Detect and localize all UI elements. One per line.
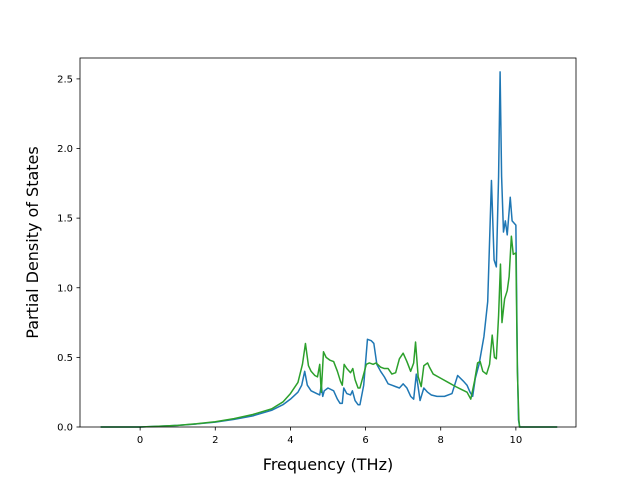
x-axis-title: Frequency (THz): [263, 455, 393, 474]
plot-frame: [79, 57, 577, 428]
series-line-1: [100, 71, 558, 428]
plot-series: [100, 71, 558, 428]
y-tick-label: 1.5: [57, 214, 73, 225]
y-tick-label: 0.5: [57, 353, 73, 364]
x-tick-label: 2: [212, 435, 218, 446]
x-tick-label: 10: [510, 435, 523, 446]
x-tick-label: 8: [438, 435, 444, 446]
y-axis-ticks: 0.0 0.5 1.0 1.5 2.0 2.5: [57, 74, 80, 434]
y-tick-label: 2.0: [57, 144, 73, 155]
y-tick-label: 2.5: [57, 74, 73, 85]
x-tick-label: 0: [137, 435, 143, 446]
y-tick-label: 0.0: [57, 423, 73, 434]
y-tick-label: 1.0: [57, 283, 73, 294]
x-tick-label: 4: [287, 435, 293, 446]
series-line-2: [100, 235, 558, 428]
x-tick-label: 6: [362, 435, 368, 446]
y-axis-title: Partial Density of States: [23, 146, 42, 338]
x-axis-ticks: 0 2 4 6 8 10: [137, 427, 522, 446]
